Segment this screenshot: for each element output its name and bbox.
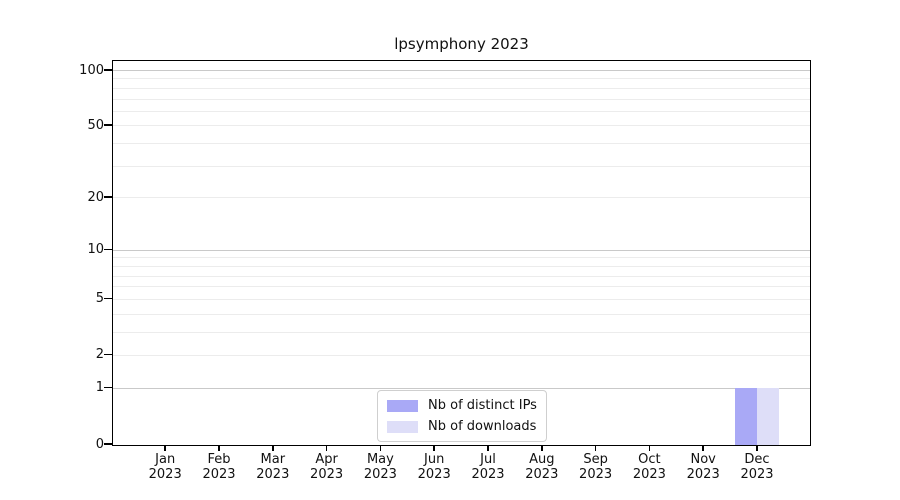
legend-swatch-distinct-ips [387, 399, 418, 412]
minor-gridline [112, 354, 810, 356]
minor-gridline [112, 313, 810, 315]
minor-gridline [112, 110, 810, 112]
x-tick-label: Feb 2023 [202, 452, 236, 482]
y-tick-label: 100 [79, 62, 104, 78]
legend-item-downloads: Nb of downloads [387, 418, 537, 435]
chart-title: lpsymphony 2023 [394, 35, 529, 53]
x-tick-label: Oct 2023 [632, 452, 666, 482]
y-tick-mark [104, 69, 112, 71]
x-tick-label: Dec 2023 [740, 452, 774, 482]
x-tick-mark [702, 445, 704, 451]
x-tick-mark [487, 445, 489, 451]
x-tick-mark [648, 445, 651, 451]
x-tick-label: May 2023 [363, 452, 397, 482]
x-tick-mark [756, 445, 758, 451]
bar-distinct-ips [734, 388, 757, 445]
minor-gridline [112, 125, 810, 127]
x-tick-mark [379, 445, 382, 451]
x-tick-label: Jun 2023 [417, 452, 451, 482]
x-tick-label: Jul 2023 [471, 452, 505, 482]
x-tick-mark [325, 445, 328, 451]
x-tick-label: Sep 2023 [579, 452, 613, 482]
minor-gridline [112, 331, 810, 333]
x-tick-mark [433, 445, 435, 451]
bar-downloads [756, 388, 779, 445]
minor-gridline [112, 286, 810, 288]
minor-gridline [112, 275, 810, 277]
y-tick-mark [104, 386, 112, 389]
y-tick-mark [104, 124, 112, 126]
y-tick-label: 10 [87, 242, 104, 258]
minor-gridline [112, 165, 810, 167]
x-tick-label: Nov 2023 [686, 452, 720, 482]
y-tick-label: 20 [87, 189, 104, 205]
minor-gridline [112, 143, 810, 145]
x-tick-mark [164, 445, 166, 451]
y-tick-mark [104, 443, 112, 445]
legend-label-distinct-ips: Nb of distinct IPs [428, 398, 537, 413]
legend-label-downloads: Nb of downloads [428, 419, 537, 434]
minor-gridline [112, 298, 810, 300]
legend-swatch-downloads [387, 420, 418, 433]
legend-item-distinct-ips: Nb of distinct IPs [387, 397, 537, 414]
y-tick-label: 5 [95, 291, 104, 307]
legend: Nb of distinct IPs Nb of downloads [377, 390, 547, 442]
minor-gridline [112, 78, 810, 80]
x-tick-label: Jan 2023 [148, 452, 182, 482]
x-tick-mark [272, 445, 274, 451]
y-tick-mark [104, 248, 112, 251]
y-tick-mark [104, 196, 112, 198]
x-tick-label: Aug 2023 [525, 452, 559, 482]
y-tick-mark [104, 297, 112, 300]
x-tick-mark [594, 445, 597, 451]
x-tick-mark [541, 445, 543, 451]
minor-gridline [112, 98, 810, 100]
minor-gridline [112, 197, 810, 199]
x-tick-label: Apr 2023 [310, 452, 344, 482]
major-gridline [112, 387, 810, 389]
plot-area [111, 59, 811, 446]
y-tick-label: 0 [95, 436, 104, 452]
minor-gridline [112, 265, 810, 267]
x-tick-mark [218, 445, 220, 451]
minor-gridline [112, 257, 810, 259]
y-tick-label: 1 [95, 380, 104, 396]
x-tick-label: Mar 2023 [256, 452, 290, 482]
y-tick-label: 50 [87, 117, 104, 133]
y-tick-mark [104, 353, 112, 356]
major-gridline [112, 70, 810, 71]
y-tick-label: 2 [95, 347, 104, 363]
major-gridline [112, 249, 810, 251]
minor-gridline [112, 87, 810, 89]
